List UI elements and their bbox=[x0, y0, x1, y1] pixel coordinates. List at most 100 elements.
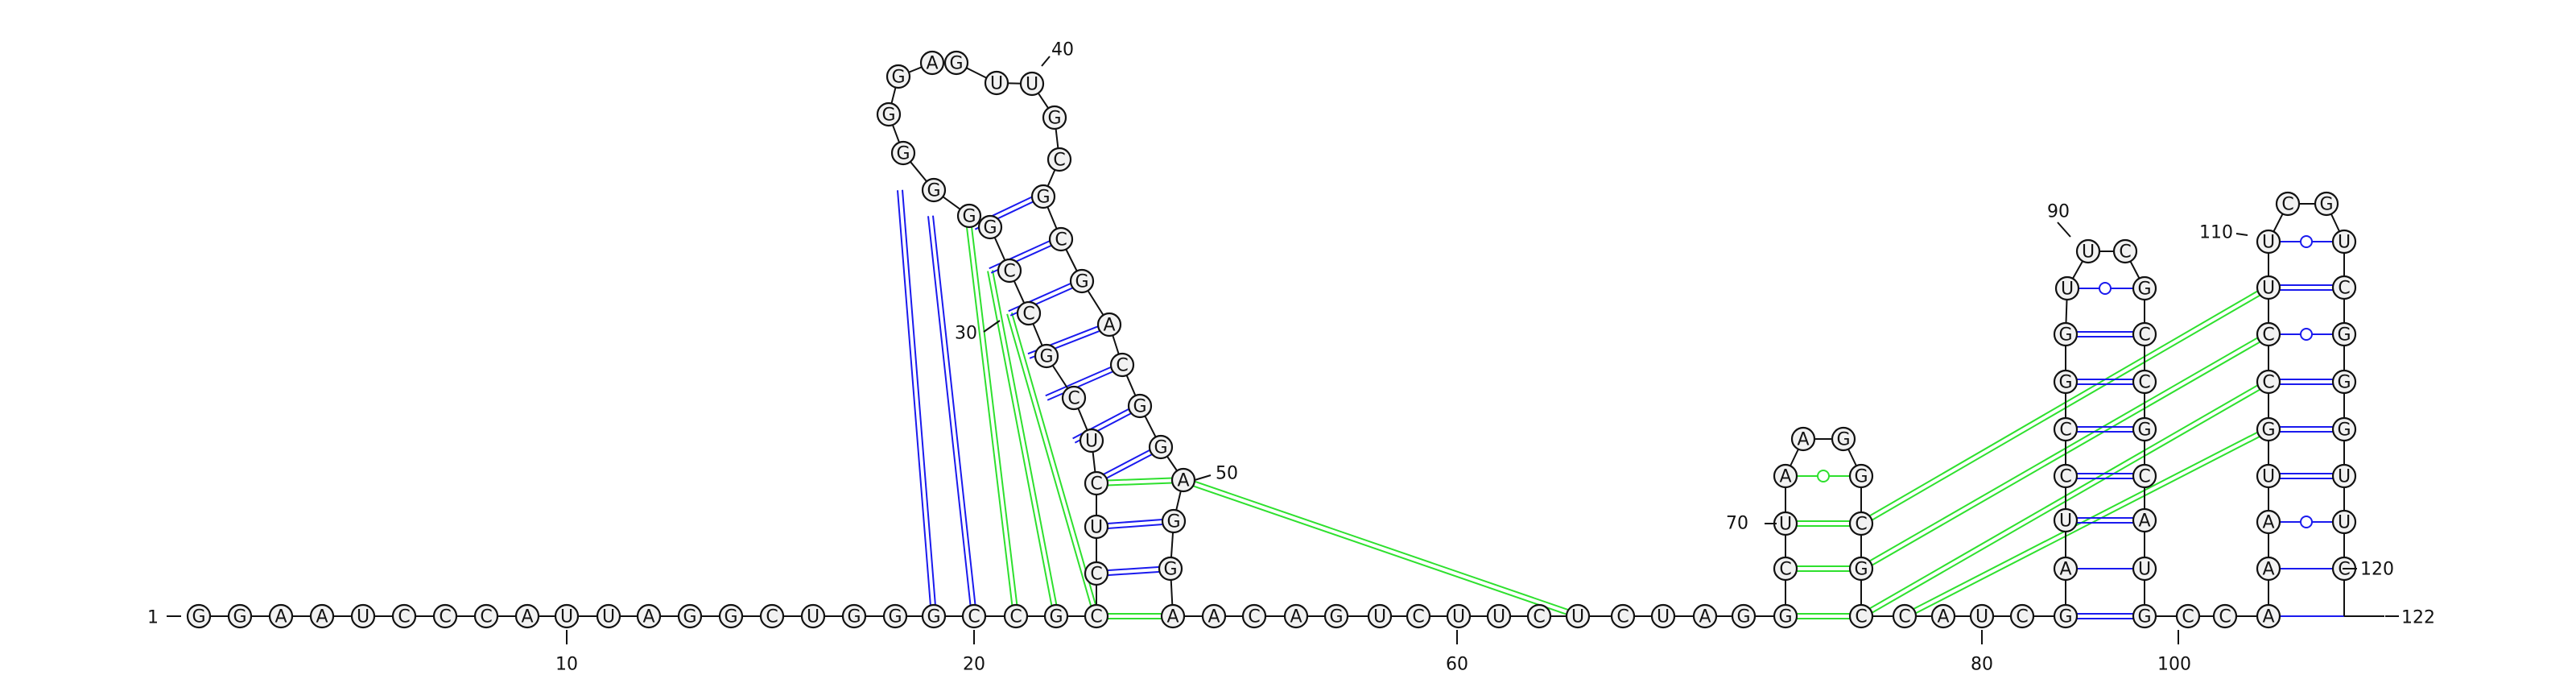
nucleotide-base-label: U bbox=[1975, 607, 1988, 627]
nucleotide-base-label: A bbox=[2059, 560, 2071, 580]
nucleotide-base-label: C bbox=[2138, 325, 2150, 346]
nucleotide-52: G bbox=[1161, 508, 1187, 534]
nucleotide-base-label: G bbox=[1854, 467, 1868, 487]
nucleotide-circle bbox=[886, 64, 911, 89]
nucleotide-100: G bbox=[2132, 603, 2157, 629]
position-label-50: 50 bbox=[1216, 464, 1238, 484]
nucleotide-90: U bbox=[2054, 275, 2080, 301]
nucleotide-50: G bbox=[1148, 434, 1174, 460]
nucleotide-base-label: C bbox=[1412, 607, 1424, 627]
nucleotide-117: G bbox=[2331, 369, 2357, 395]
nucleotide-base-label: U bbox=[1085, 432, 1098, 452]
nucleotide-base-label: U bbox=[2138, 560, 2151, 580]
nucleotide-6: C bbox=[391, 603, 417, 629]
nucleotide-base-label: A bbox=[1699, 607, 1711, 627]
nucleotide-80: A bbox=[1930, 603, 1956, 629]
nucleotide-circle bbox=[1790, 426, 1816, 452]
nucleotide-73: A bbox=[1790, 426, 1816, 452]
nucleotide-circle bbox=[1283, 603, 1309, 629]
nucleotide-circle bbox=[2132, 416, 2157, 442]
nucleotide-base-label: C bbox=[1003, 262, 1015, 282]
nucleotide-42: G bbox=[1042, 105, 1067, 130]
nucleotide-base-label: A bbox=[1779, 467, 1791, 487]
nucleotide-base-label: C bbox=[439, 607, 451, 627]
nucleotide-base-label: C bbox=[2338, 279, 2350, 299]
nucleotide-circle bbox=[1109, 352, 1135, 378]
nucleotide-base-label: U bbox=[807, 607, 819, 627]
nucleotide-circle bbox=[2053, 556, 2079, 582]
nucleotide-base-label: G bbox=[896, 144, 910, 164]
pseudoknot-pair-line bbox=[1860, 379, 2268, 615]
nucleotide-circle bbox=[1969, 603, 1995, 629]
nucleotide-base-label: C bbox=[766, 607, 778, 627]
nucleotide-base-label: C bbox=[1067, 389, 1080, 409]
tick-90 bbox=[2057, 222, 2071, 238]
nucleotide-base-label: G bbox=[891, 68, 905, 88]
nucleotide-3: A bbox=[268, 603, 294, 629]
pseudoknot-pair-line bbox=[1096, 477, 1183, 482]
pseudoknot-pair-line bbox=[1903, 426, 2268, 615]
nucleotide-circle bbox=[1241, 603, 1267, 629]
nucleotide-base-label: C bbox=[1055, 230, 1067, 251]
pseudoknot-pair-line bbox=[991, 270, 1059, 616]
nucleotide-base-label: A bbox=[1177, 471, 1189, 491]
nucleotide-circle bbox=[2331, 463, 2357, 489]
nucleotide-base-label: U bbox=[1026, 75, 1038, 95]
nucleotide-base-label: G bbox=[1778, 607, 1792, 627]
nucleotide-84: A bbox=[2053, 556, 2079, 582]
nucleotide-circle bbox=[1084, 514, 1109, 540]
nucleotide-20: C bbox=[961, 603, 987, 629]
nucleotide-circle bbox=[2175, 603, 2201, 629]
nucleotide-64: U bbox=[1565, 603, 1591, 629]
base-pair-line bbox=[1096, 522, 1174, 530]
nucleotide-23: C bbox=[1084, 603, 1109, 629]
pseudoknot-pair-line bbox=[1859, 284, 2268, 523]
nucleotide-base-label: C bbox=[2119, 242, 2131, 263]
nucleotide-circle bbox=[186, 603, 212, 629]
nucleotide-circle bbox=[596, 603, 621, 629]
nucleotide-49: G bbox=[1127, 393, 1153, 419]
nucleotide-95: C bbox=[2132, 369, 2157, 395]
nucleotide-75: G bbox=[1848, 463, 1874, 489]
nucleotide-102: C bbox=[2212, 603, 2238, 629]
nucleotide-base-label: A bbox=[521, 607, 533, 627]
nucleotide-circle bbox=[1003, 603, 1029, 629]
nucleotide-base-label: A bbox=[275, 607, 287, 627]
nucleotide-circle bbox=[2132, 507, 2157, 533]
nucleotide-86: C bbox=[2053, 463, 2079, 489]
nucleotide-base-label: G bbox=[2058, 325, 2072, 346]
nucleotide-circle bbox=[1043, 603, 1069, 629]
nucleotide-55: A bbox=[1201, 603, 1227, 629]
base-pair-line bbox=[1096, 569, 1171, 577]
nucleotide-89: G bbox=[2053, 321, 2079, 347]
nucleotide-base-label: U bbox=[2082, 242, 2095, 263]
nucleotide-circle bbox=[2256, 556, 2281, 582]
nucleotide-circle bbox=[2132, 556, 2157, 582]
nucleotide-base-label: U bbox=[2262, 233, 2275, 253]
nucleotide-circle bbox=[1526, 603, 1552, 629]
nucleotide-119: U bbox=[2331, 463, 2357, 489]
nucleotide-115: C bbox=[2331, 275, 2357, 300]
nucleotide-98: A bbox=[2132, 507, 2157, 533]
nucleotide-base-label: G bbox=[1154, 438, 1167, 458]
nucleotide-circle bbox=[554, 603, 580, 629]
nucleotide-47: A bbox=[1096, 312, 1122, 338]
nucleotide-circle bbox=[1034, 343, 1059, 369]
nucleotide-28: C bbox=[1061, 385, 1087, 411]
nucleotide-base-label: G bbox=[927, 607, 940, 627]
nucleotide-93: G bbox=[2132, 275, 2157, 301]
nucleotide-45: C bbox=[1048, 226, 1074, 252]
pseudoknot-pair-line bbox=[1006, 313, 1096, 618]
nucleotide-base-label: C bbox=[2059, 467, 2071, 487]
nucleotide-base-label: G bbox=[1075, 272, 1088, 292]
nucleotide-circle bbox=[1831, 426, 1856, 452]
nucleotide-base-label: C bbox=[1533, 607, 1545, 627]
position-label-110: 110 bbox=[2199, 223, 2233, 243]
position-label-10: 10 bbox=[555, 655, 578, 675]
nucleotide-43: C bbox=[1046, 147, 1072, 172]
nucleotide-circle bbox=[2256, 463, 2281, 489]
nucleotide-circle bbox=[2075, 238, 2101, 264]
nucleotide-base-label: A bbox=[1937, 607, 1949, 627]
nucleotide-circle bbox=[1084, 603, 1109, 629]
nucleotide-56: C bbox=[1241, 603, 1267, 629]
